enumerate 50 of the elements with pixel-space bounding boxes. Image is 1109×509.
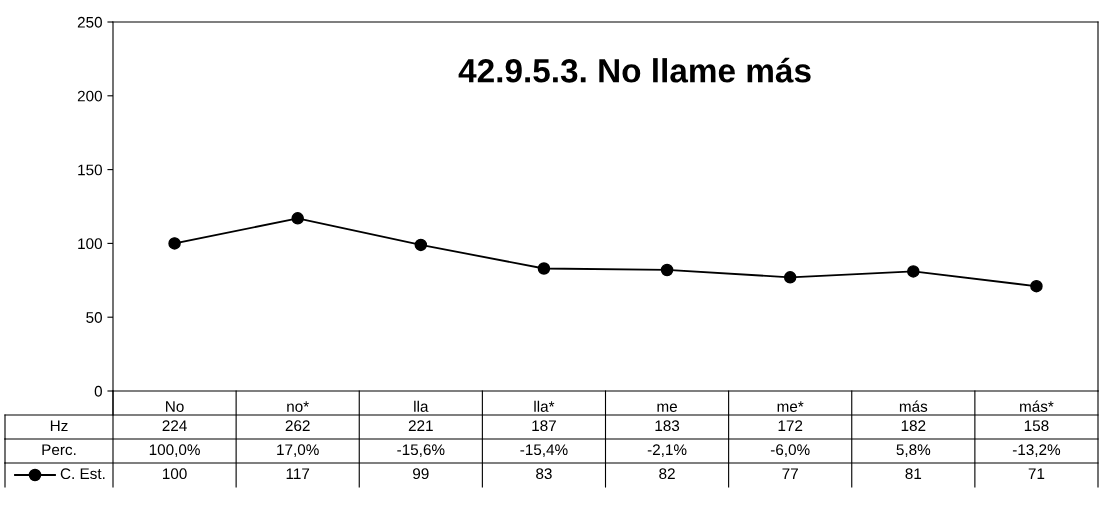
text: 262: [285, 420, 310, 432]
x-tick-label: lla*: [534, 400, 555, 412]
y-tick-label: 0: [94, 385, 102, 397]
x-tick-label: más*: [1020, 400, 1054, 412]
text: Perc.: [42, 444, 76, 456]
x-tick-label: lla: [414, 400, 429, 412]
y-tick-label: 150: [78, 164, 102, 176]
x-tick-label: me: [657, 403, 677, 412]
point: [537, 262, 551, 275]
point: [660, 263, 674, 277]
data-label: 99: [413, 468, 429, 480]
x-tick-label: No: [166, 401, 184, 412]
data-label: 100: [162, 468, 187, 480]
text: 158: [1024, 420, 1049, 432]
text: -15,4%: [520, 444, 568, 457]
data-label: 71: [1028, 468, 1045, 479]
y-tick-label: 250: [77, 16, 102, 28]
y-tick-label: 50: [86, 312, 102, 323]
text: 224: [162, 420, 187, 431]
text: 172: [778, 420, 803, 431]
legend-label: C. Est.: [60, 468, 105, 480]
text: -6,0%: [770, 444, 810, 457]
point: [783, 271, 797, 284]
text: 42.9.5.3. No llame más: [458, 57, 811, 83]
data-label: 77: [782, 468, 798, 479]
x-tick-label: no*: [287, 401, 309, 412]
x-tick-label: me*: [777, 401, 804, 412]
point: [168, 237, 181, 250]
data-label: 82: [659, 468, 675, 480]
text: 183: [655, 420, 680, 432]
text: 187: [532, 420, 556, 432]
text: -15,6%: [397, 444, 445, 457]
text: 182: [901, 420, 926, 432]
text: 100,0%: [149, 444, 200, 457]
y-tick-label: 200: [77, 90, 102, 102]
text: Hz: [50, 420, 68, 431]
text: 221: [408, 420, 433, 431]
data-label: 83: [536, 468, 552, 480]
data-label: 117: [286, 468, 310, 479]
text: -2,1%: [647, 444, 687, 457]
text: -13,2%: [1012, 444, 1061, 457]
text: 17,0%: [277, 444, 319, 457]
point: [414, 238, 428, 252]
point: [291, 212, 304, 225]
point: [1030, 279, 1043, 293]
data-label: 81: [905, 468, 922, 480]
x-tick-label: más: [899, 400, 928, 412]
point: [907, 265, 920, 278]
y-tick-label: 100: [78, 238, 102, 250]
text: 5,8%: [896, 444, 931, 457]
